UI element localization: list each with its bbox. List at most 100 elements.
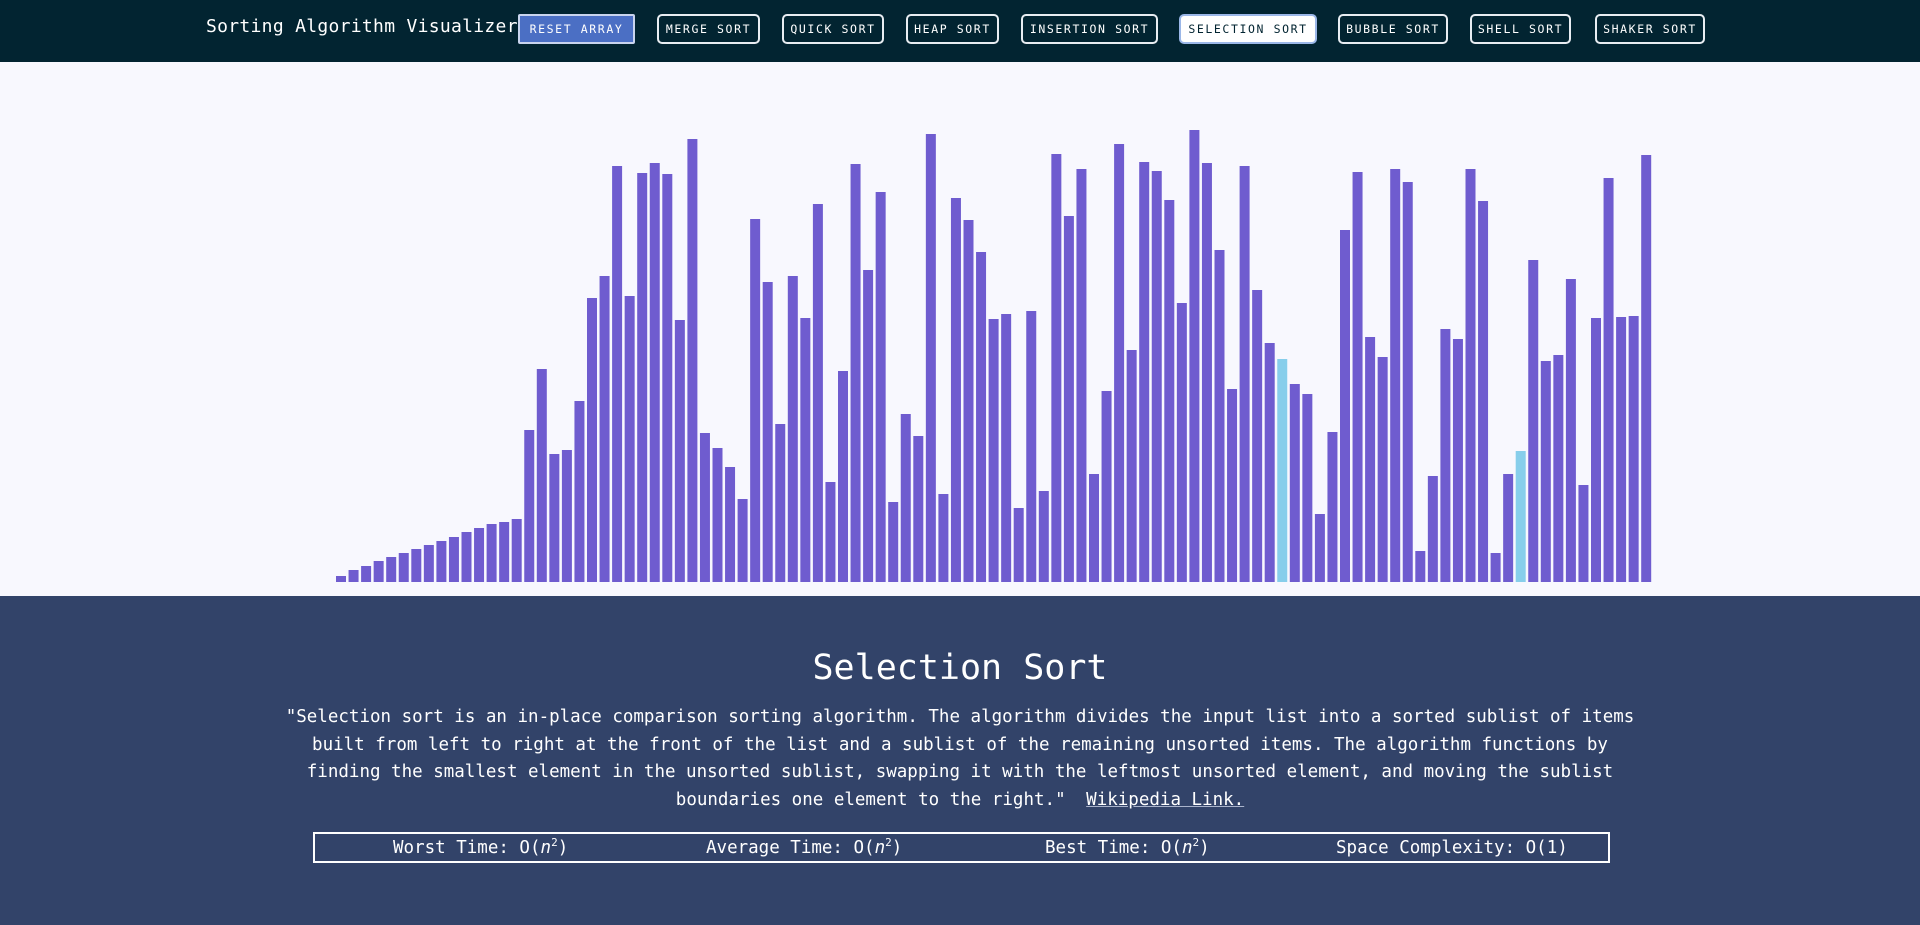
array-bar <box>398 553 409 582</box>
array-bar <box>1402 182 1413 582</box>
array-bar <box>474 528 485 582</box>
array-bar <box>1490 553 1501 582</box>
heap-sort-button[interactable]: HEAP SORT <box>906 14 999 44</box>
array-bar <box>1340 230 1350 582</box>
array-bar <box>587 298 597 582</box>
array-bar <box>1139 162 1150 582</box>
array-bar <box>1013 508 1024 582</box>
quick-sort-button[interactable]: QUICK SORT <box>782 14 884 44</box>
array-bar <box>1063 216 1074 582</box>
array-bar <box>536 369 547 582</box>
array-bar <box>976 252 987 582</box>
array-bar <box>812 204 823 582</box>
shell-sort-button[interactable]: SHELL SORT <box>1470 14 1571 44</box>
average-time: Average Time: O(n2) <box>706 836 902 858</box>
array-bar <box>461 532 472 582</box>
array-bar <box>1101 391 1112 582</box>
worst-close: ) <box>557 838 569 858</box>
array-bar <box>361 566 372 582</box>
reset-array-button[interactable]: RESET ARRAY <box>518 14 635 44</box>
array-bar <box>1126 350 1137 582</box>
insertion-sort-button[interactable]: INSERTION SORT <box>1021 14 1158 44</box>
array-bar <box>1553 355 1564 582</box>
worst-time-label: Worst Time: O( <box>393 838 541 858</box>
array-bar <box>1603 178 1614 582</box>
array-bar <box>1001 314 1012 582</box>
array-bar <box>624 296 635 582</box>
array-bar <box>1264 343 1275 582</box>
array-bar <box>737 499 748 582</box>
space-complexity: Space Complexity: O(1) <box>1336 838 1568 858</box>
array-bar <box>561 450 572 582</box>
array-bar <box>1327 432 1338 582</box>
array-bar <box>348 570 359 582</box>
best-time-label: Best Time: O( <box>1045 838 1182 858</box>
array-bar <box>938 494 949 582</box>
array-bar <box>1578 485 1589 582</box>
array-bar <box>1352 172 1363 582</box>
array-bar <box>725 467 736 582</box>
array-bar <box>838 371 848 582</box>
array-bar <box>524 430 535 582</box>
array-bar <box>1051 154 1062 582</box>
array-bar <box>1089 474 1099 582</box>
array-bar <box>988 319 999 582</box>
array-bar <box>1214 250 1225 582</box>
array-bar <box>687 139 698 582</box>
array-bar <box>411 549 422 582</box>
array-bar <box>1201 163 1212 582</box>
array-bar <box>963 220 974 582</box>
array-bar <box>950 198 961 582</box>
array-bar <box>875 192 886 582</box>
worst-n: n <box>540 838 552 858</box>
bubble-sort-button[interactable]: BUBBLE SORT <box>1338 14 1448 44</box>
array-bar <box>1114 144 1125 582</box>
array-bar <box>649 163 660 582</box>
array-bar <box>913 436 924 582</box>
array-bar <box>925 134 936 582</box>
array-bar <box>1038 491 1049 582</box>
array-bar <box>800 318 811 582</box>
array-bar <box>1076 169 1087 582</box>
array-bar <box>1591 318 1601 582</box>
best-n: n <box>1181 838 1193 858</box>
array-bar <box>1365 337 1376 582</box>
array-bar <box>549 454 560 582</box>
array-bar <box>1239 166 1250 582</box>
array-bar <box>1465 169 1476 582</box>
array-bar <box>1151 171 1162 582</box>
shaker-sort-button[interactable]: SHAKER SORT <box>1595 14 1705 44</box>
array-bar <box>1189 130 1200 582</box>
array-bar <box>1164 200 1175 582</box>
best-close: ) <box>1199 838 1210 858</box>
complexity-table: Worst Time: O(n2) Average Time: O(n2) Be… <box>313 832 1610 863</box>
array-bar <box>1427 476 1438 582</box>
algorithm-info-panel: Selection Sort "Selection sort is an in-… <box>0 596 1920 925</box>
array-bar <box>787 276 798 582</box>
array-bar <box>574 401 585 582</box>
array-bar <box>1503 474 1514 582</box>
array-visualization <box>0 62 1920 596</box>
array-bar <box>436 541 447 582</box>
best-exponent: 2 <box>1192 836 1200 849</box>
array-bar <box>423 545 434 582</box>
average-time-label: Average Time: O( <box>706 838 875 858</box>
array-bar <box>612 166 623 582</box>
array-bar <box>1565 279 1576 582</box>
array-bar <box>1227 389 1238 582</box>
array-bar <box>448 537 459 582</box>
navbar: Sorting Algorithm Visualizer RESET ARRAY… <box>0 0 1920 62</box>
array-bar <box>599 276 610 582</box>
selection-sort-button[interactable]: SELECTION SORT <box>1179 14 1317 44</box>
average-exponent: 2 <box>885 836 892 849</box>
array-bar <box>1440 329 1451 582</box>
app-title: Sorting Algorithm Visualizer <box>206 16 518 37</box>
array-bar <box>1390 169 1401 582</box>
merge-sort-button[interactable]: MERGE SORT <box>657 14 760 44</box>
array-bar <box>699 433 710 582</box>
array-bar <box>499 522 510 582</box>
array-bar <box>888 502 899 582</box>
array-bar-compared <box>1515 451 1526 582</box>
wikipedia-link[interactable]: Wikipedia Link. <box>1086 789 1245 810</box>
array-bar <box>373 561 384 582</box>
